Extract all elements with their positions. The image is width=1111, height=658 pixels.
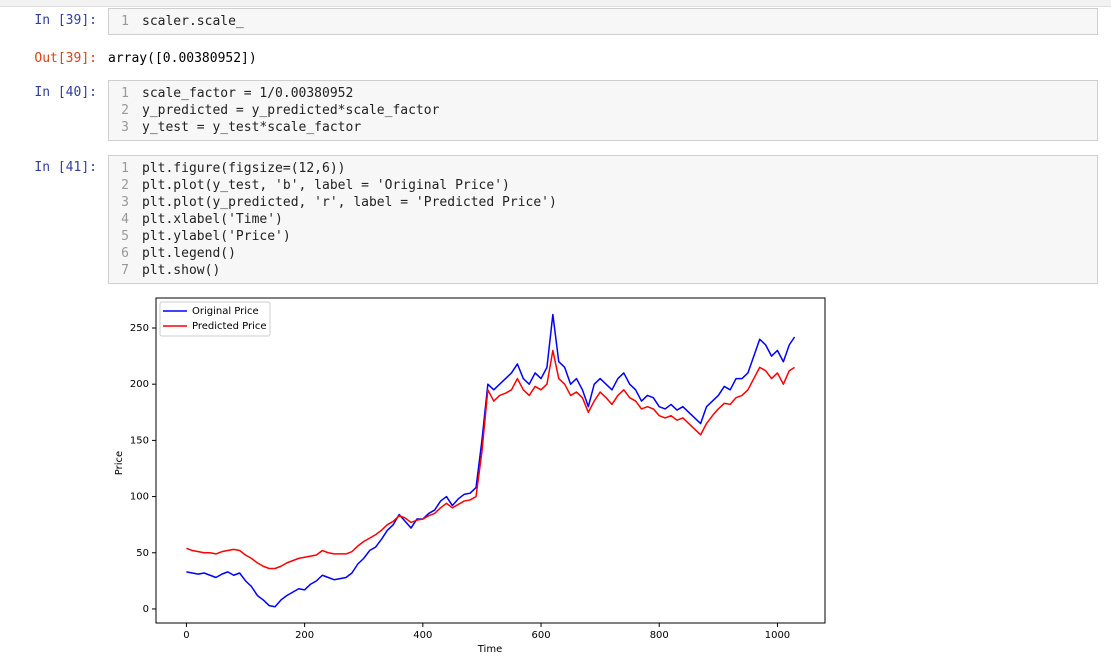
line-number: 1 (121, 161, 129, 176)
line-number: 7 (121, 263, 129, 278)
line-number: 3 (121, 195, 129, 210)
code-line: y_predicted = y_predicted*scale_factor (142, 103, 440, 118)
legend-box (159, 301, 271, 337)
code-line: plt.legend() (142, 246, 236, 261)
toolbar (0, 0, 1111, 7)
x-tick-label: 800 (650, 630, 669, 641)
line-number: 5 (121, 229, 129, 244)
line-number: 4 (121, 212, 129, 227)
input-prompt: In [40]: (34, 85, 97, 100)
y-tick-label: 150 (130, 435, 149, 446)
line-number: 6 (121, 246, 129, 261)
code-line: scale_factor = 1/0.00380952 (142, 86, 354, 101)
code-line: y_test = y_test*scale_factor (142, 120, 362, 135)
code-cell: 1 scale_factor = 1/0.00380952 2 y_predicted… (108, 80, 1098, 141)
y-tick-label: 250 (130, 323, 149, 334)
code-cell: 1 plt.figure(figsize=(12,6)) 2 plt.plot(y_t… (108, 155, 1098, 284)
output-text: array([0.00380952]) (108, 51, 257, 66)
legend-label: Original Price (192, 306, 259, 317)
y-axis-label: Price (114, 451, 125, 475)
x-tick-label: 0 (183, 630, 189, 641)
code-line: scaler.scale_ (142, 14, 244, 29)
series-line (186, 349, 795, 570)
code-line: plt.xlabel('Time') (142, 212, 283, 227)
x-tick-label: 400 (413, 630, 432, 641)
code-line: plt.plot(y_test, 'b', label = 'Original … (142, 178, 510, 193)
code-line: plt.figure(figsize=(12,6)) (142, 161, 346, 176)
y-tick-label: 50 (136, 548, 149, 559)
line-number: 1 (121, 86, 129, 101)
line-number: 3 (121, 120, 129, 135)
input-prompt: In [39]: (34, 13, 97, 28)
code-line: plt.plot(y_predicted, 'r', label = 'Pred… (142, 195, 557, 210)
x-tick-label: 200 (295, 630, 314, 641)
series-line (186, 313, 796, 608)
line-number: 1 (121, 14, 129, 29)
line-number: 2 (121, 103, 129, 118)
code-cell: 1 scaler.scale_ (108, 8, 1098, 35)
axes-frame (155, 297, 826, 624)
y-tick-label: 0 (143, 604, 149, 615)
legend-label: Predicted Price (192, 321, 267, 332)
y-tick-label: 100 (130, 492, 149, 503)
x-tick-label: 1000 (765, 630, 790, 641)
x-tick-label: 600 (531, 630, 550, 641)
y-tick-label: 200 (130, 379, 149, 390)
output-prompt: Out[39]: (34, 51, 97, 66)
code-line: plt.show() (142, 263, 221, 278)
x-axis-label: Time (477, 644, 502, 655)
figure (103, 288, 833, 656)
input-prompt: In [41]: (34, 160, 97, 175)
code-line: plt.ylabel('Price') (142, 229, 291, 244)
line-number: 2 (121, 178, 129, 193)
